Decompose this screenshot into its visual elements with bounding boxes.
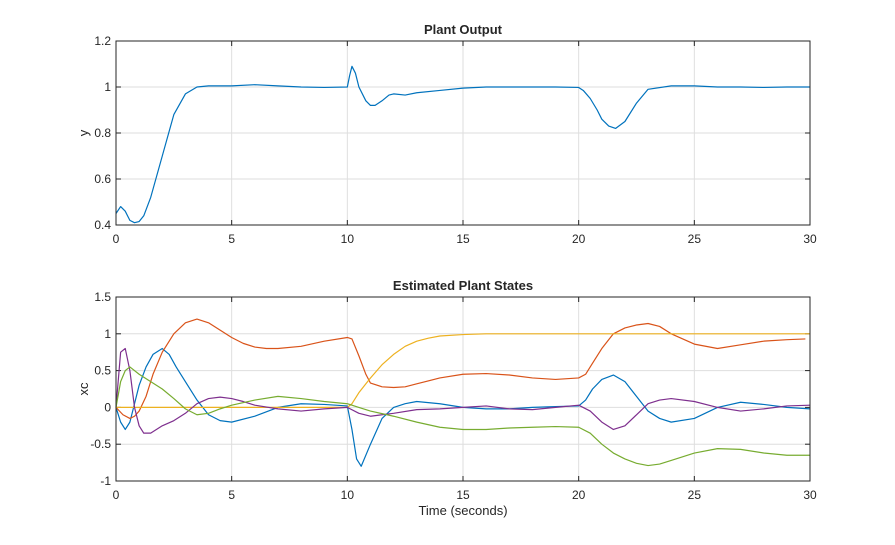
series-line-4 [115,347,811,434]
y-tick-label: 1 [104,80,111,94]
x-tick-label: 5 [228,488,235,502]
x-axis-label: Time (seconds) [418,503,507,518]
axes-box [115,40,811,226]
y-tick-label: 1.5 [94,290,111,304]
x-tick-label: 20 [572,232,586,246]
x-tick-label: 25 [688,232,702,246]
y-tick-label: 1 [104,327,111,341]
chart-title: Plant Output [424,22,503,37]
y-axis-label: xc [76,382,91,396]
x-tick-label: 25 [688,488,702,502]
y-tick-label: 0.4 [94,218,111,232]
series-line-2 [115,318,806,420]
x-tick-label: 30 [803,488,817,502]
y-tick-label: 0.8 [94,126,111,140]
x-tick-label: 30 [803,232,817,246]
series-line-5 [115,366,810,467]
series-line-1 [115,65,810,224]
axes-estimated-plant-states: Estimated Plant States xc Time (seconds)… [76,278,817,518]
y-tick-label: -1 [100,474,111,488]
x-tick-label: 15 [456,232,470,246]
chart-title: Estimated Plant States [393,278,533,293]
series-line-1 [115,347,811,467]
y-tick-label: 0 [104,400,111,414]
y-tick-label: 0.6 [94,172,111,186]
x-tick-label: 20 [572,488,586,502]
y-tick-label: 1.2 [94,34,111,48]
x-tick-label: 0 [113,232,120,246]
y-axis-label: y [76,129,91,136]
axes-plant-output: Plant Output y 0 5 10 15 20 25 30 0.4 0.6 0.8 1 1.2 [76,22,817,246]
x-tick-label: 10 [341,488,355,502]
y-tick-label: -0.5 [90,437,111,451]
x-tick-label: 0 [113,488,120,502]
y-tick-label: 0.5 [94,364,111,378]
x-tick-label: 15 [456,488,470,502]
x-tick-label: 5 [228,232,235,246]
axes-box [115,296,811,482]
x-tick-label: 10 [341,232,355,246]
